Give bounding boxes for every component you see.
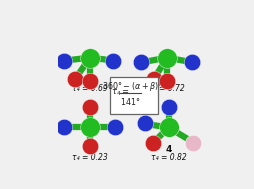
Text: τ₄ = 0.82: τ₄ = 0.82 [150,153,186,162]
Point [112,126,116,129]
Point [164,56,168,59]
Text: τ₄ = 0.23: τ₄ = 0.23 [72,153,107,162]
Point [190,142,195,145]
Point [73,78,77,81]
Point [111,59,115,62]
Point [189,60,193,64]
Text: 3: 3 [86,145,93,154]
Text: $360° - (\alpha + \beta)$: $360° - (\alpha + \beta)$ [101,80,158,93]
Text: $141°$: $141°$ [119,96,140,107]
Text: $\tau_4 = $: $\tau_4 = $ [110,87,129,98]
FancyBboxPatch shape [109,77,157,114]
Text: 2: 2 [163,76,169,84]
Point [143,122,147,125]
Point [150,142,154,145]
Point [88,145,92,148]
Text: τ₄ = 0.69: τ₄ = 0.69 [72,84,107,93]
Point [88,79,92,82]
Point [138,60,142,64]
Point [164,79,168,82]
Text: 4: 4 [165,145,171,154]
Point [61,59,66,62]
Point [61,126,66,129]
Text: 1: 1 [86,76,93,84]
Point [166,106,170,109]
Point [151,78,155,81]
Point [88,56,92,59]
Point [166,126,170,129]
Point [88,126,92,129]
Point [88,106,92,109]
Text: τ₄ = 0.72: τ₄ = 0.72 [149,84,184,93]
